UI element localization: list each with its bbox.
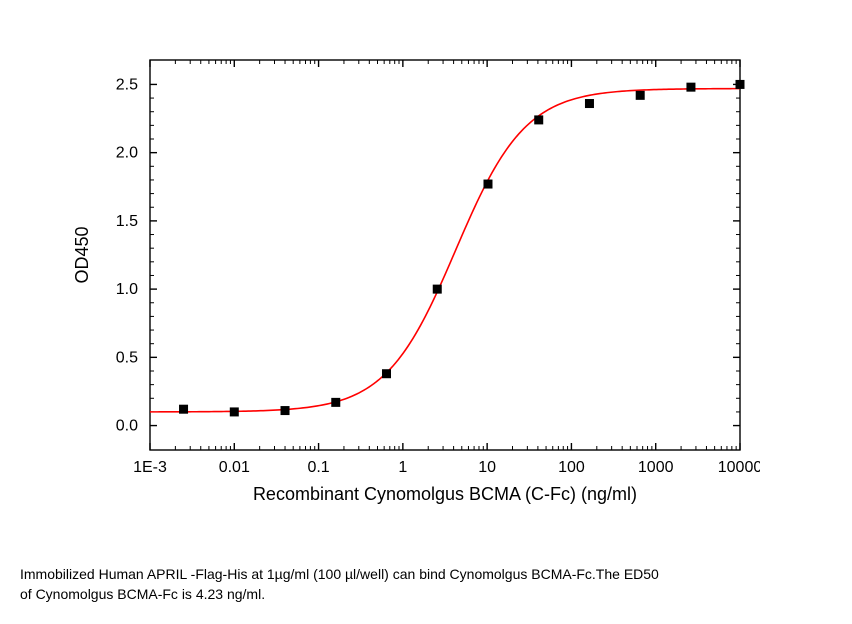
svg-text:1.5: 1.5 bbox=[116, 213, 138, 230]
svg-text:0.5: 0.5 bbox=[116, 349, 138, 366]
svg-text:OD450: OD450 bbox=[72, 226, 92, 283]
svg-text:1000: 1000 bbox=[638, 459, 674, 476]
figure-caption: Immobilized Human APRIL -Flag-His at 1µg… bbox=[20, 565, 760, 604]
svg-text:Recombinant Cynomolgus BCMA (C: Recombinant Cynomolgus BCMA (C-Fc) (ng/m… bbox=[253, 484, 637, 504]
svg-text:0.01: 0.01 bbox=[219, 459, 250, 476]
svg-text:100: 100 bbox=[558, 459, 585, 476]
svg-text:0.1: 0.1 bbox=[307, 459, 329, 476]
dose-response-chart: 0.0 0.5 1.0 1.5 2.0 2.5 1E-3 0.01 0.1 1 10 100 1000 1… bbox=[20, 20, 760, 540]
svg-text:2.0: 2.0 bbox=[116, 145, 138, 162]
svg-text:0.0: 0.0 bbox=[116, 418, 138, 435]
chart-container: 0.0 0.5 1.0 1.5 2.0 2.5 1E-3 0.01 0.1 1 10 100 1000 1… bbox=[20, 20, 832, 545]
svg-text:1E-3: 1E-3 bbox=[133, 459, 167, 476]
svg-text:1: 1 bbox=[398, 459, 407, 476]
svg-text:10: 10 bbox=[478, 459, 496, 476]
svg-text:2.5: 2.5 bbox=[116, 76, 138, 93]
svg-text:10000: 10000 bbox=[718, 459, 760, 476]
caption-line1: Immobilized Human APRIL -Flag-His at 1µg… bbox=[20, 566, 659, 582]
caption-line2: of Cynomolgus BCMA-Fc is 4.23 ng/ml. bbox=[20, 586, 265, 602]
svg-text:1.0: 1.0 bbox=[116, 281, 138, 298]
